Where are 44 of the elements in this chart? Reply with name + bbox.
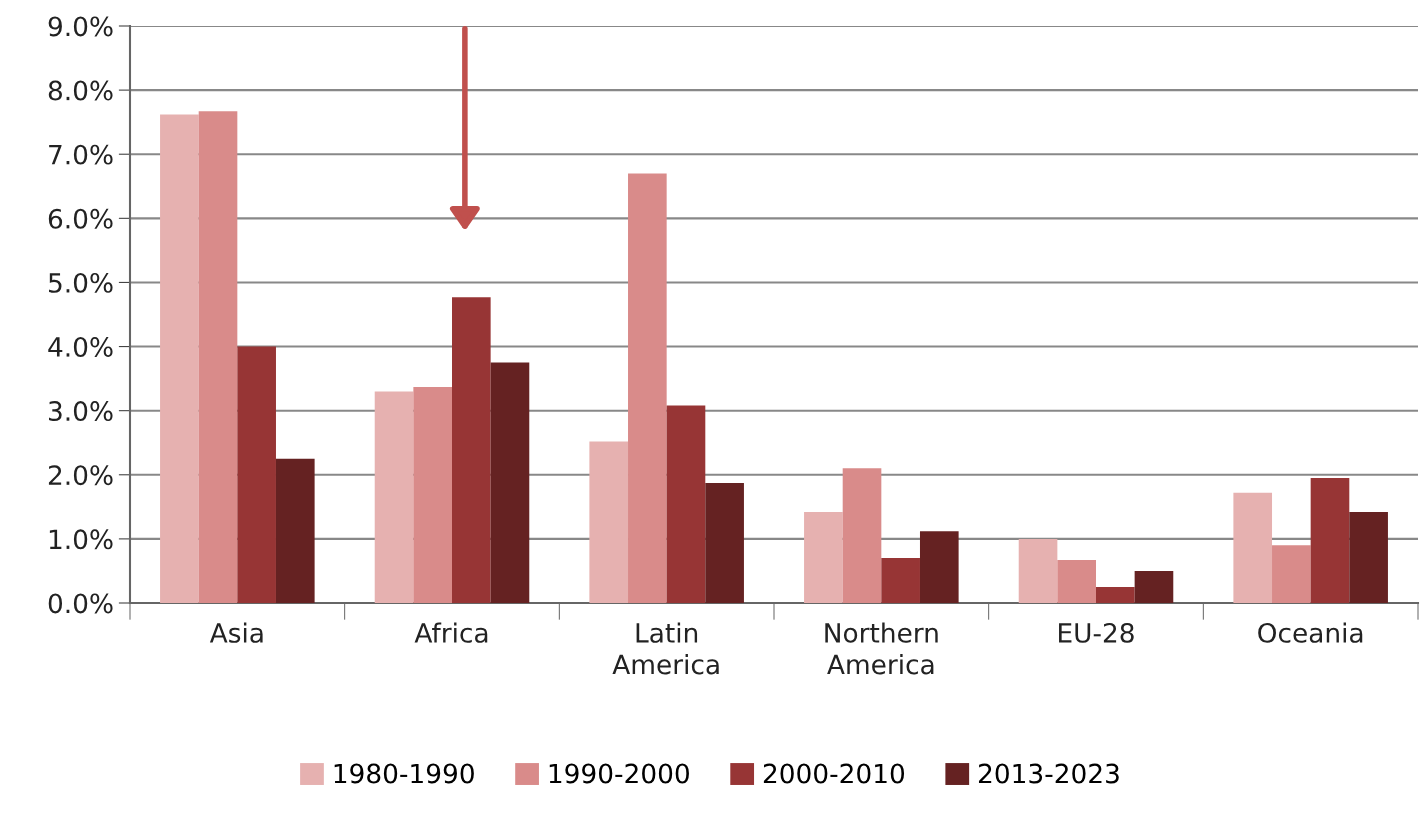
legend-label: 2000-2010 [763, 763, 905, 784]
y-tick-label: 5.0% [49, 272, 113, 293]
bar [804, 511, 843, 603]
bar [705, 483, 744, 603]
bar [1134, 570, 1174, 603]
y-tick-label: 8.0% [48, 80, 113, 101]
legend-label: 1990-2000 [549, 763, 689, 784]
bar [275, 458, 315, 603]
y-tick-label: 4.0% [48, 337, 113, 357]
bar [374, 391, 414, 603]
bar [413, 386, 452, 603]
y-tick-label: 9.0% [48, 16, 113, 37]
y-tick-label: 2.0% [48, 465, 113, 486]
x-tick-label: Oceania [1258, 622, 1363, 643]
bar [1096, 586, 1135, 603]
bar [589, 441, 629, 603]
bar [919, 531, 959, 603]
bar [160, 114, 199, 603]
bar [490, 362, 530, 603]
bar [666, 405, 706, 603]
y-tick-label: 6.0% [48, 208, 113, 229]
legend-label: 2013-2023 [978, 763, 1119, 784]
bar [1272, 545, 1311, 603]
x-tick-label: Northern America [825, 622, 938, 675]
x-tick-label: Africa [414, 622, 488, 643]
y-tick-label: 3.0% [49, 401, 113, 422]
bar [237, 346, 276, 603]
y-tick-label: 7.0% [49, 144, 113, 165]
legend-label: 1980-1990 [334, 763, 474, 784]
bar [1233, 492, 1273, 603]
x-tick-label: Latin America [612, 622, 719, 675]
bar [452, 297, 491, 603]
bar [198, 111, 238, 603]
bar [628, 173, 667, 603]
y-tick-label: 0.0% [48, 593, 113, 614]
x-tick-label: EU-28 [1059, 622, 1134, 643]
x-tick-label: Asia [209, 622, 263, 643]
bar [842, 468, 882, 603]
bar [881, 558, 920, 603]
bar [1310, 477, 1350, 603]
bar [1018, 538, 1058, 603]
bar [1057, 560, 1096, 603]
y-tick-label: 1.0% [49, 529, 113, 550]
bar [1349, 511, 1388, 603]
